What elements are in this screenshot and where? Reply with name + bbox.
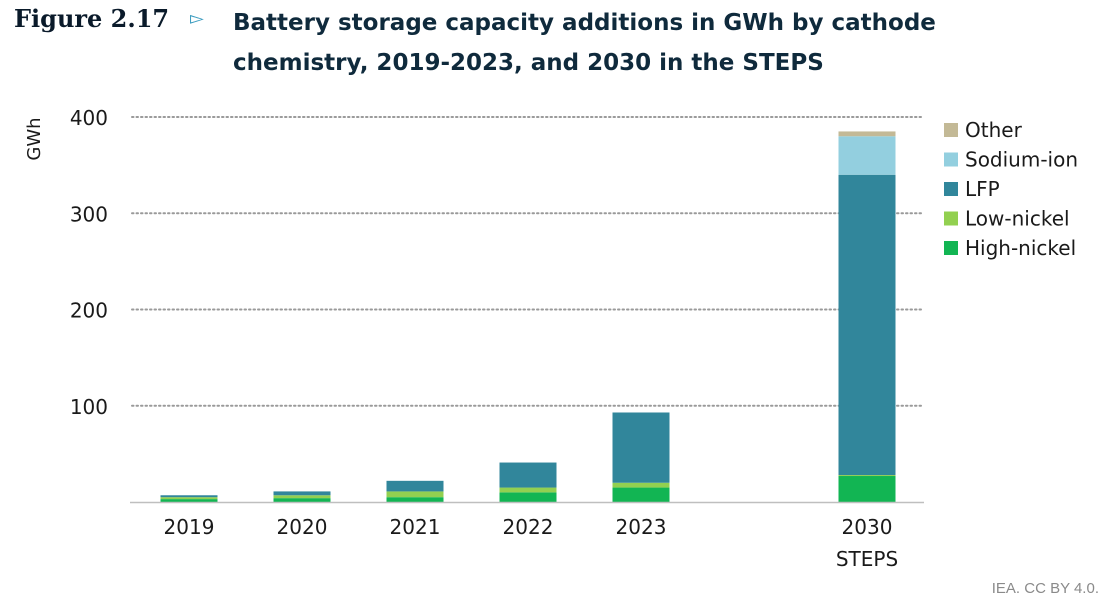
legend-label-other: Other <box>965 118 1023 142</box>
x-tick-label-2021: 2021 <box>390 515 441 539</box>
bar-lfp-2020 <box>273 491 331 496</box>
bar-high-nickel-2019 <box>160 499 218 502</box>
legend-label-lfp: LFP <box>965 177 1000 201</box>
y-tick-label-300: 300 <box>70 202 108 226</box>
y-tick-label-100: 100 <box>70 395 108 419</box>
figure-title: Battery storage capacity additions in GW… <box>233 10 936 76</box>
bar-lfp-2030-steps <box>838 174 896 476</box>
legend-label-low-nickel: Low-nickel <box>965 207 1070 231</box>
x-tick-label-2020: 2020 <box>277 515 328 539</box>
legend-label-sodium-ion: Sodium-ion <box>965 148 1078 172</box>
bar-sodium-ion-2030-steps <box>838 136 896 175</box>
bar-lfp-2022 <box>499 462 557 488</box>
bar-other-2030-steps <box>838 131 896 137</box>
bar-high-nickel-2030-steps <box>838 476 896 502</box>
x-tick-label-2023: 2023 <box>616 515 667 539</box>
legend-swatch-sodium-ion <box>944 152 958 167</box>
y-tick-label-200: 200 <box>70 299 108 323</box>
bar-low-nickel-2022 <box>499 487 557 493</box>
bar-low-nickel-2020 <box>273 495 331 499</box>
bar-high-nickel-2022 <box>499 492 557 502</box>
bar-high-nickel-2021 <box>386 497 444 502</box>
bar-low-nickel-2019 <box>160 497 218 500</box>
x-tick-label-2022: 2022 <box>503 515 554 539</box>
figure-label: Figure 2.17 <box>14 4 170 33</box>
legend-swatch-high-nickel <box>944 241 958 255</box>
x-tick-label-2019: 2019 <box>164 515 215 539</box>
bar-lfp-2019 <box>160 495 218 498</box>
bar-high-nickel-2023 <box>612 487 670 502</box>
legend-swatch-lfp <box>944 182 958 196</box>
bar-low-nickel-2023 <box>612 482 670 488</box>
x-tick-label-2030-steps-line1: 2030 <box>842 515 893 539</box>
bar-lfp-2021 <box>386 480 444 492</box>
source-note: IEA. CC BY 4.0. <box>991 580 1099 597</box>
y-tick-label-400: 400 <box>70 106 108 130</box>
bar-low-nickel-2030-steps <box>838 475 896 477</box>
legend-swatch-low-nickel <box>944 211 958 226</box>
bar-high-nickel-2020 <box>273 498 331 502</box>
bar-low-nickel-2021 <box>386 491 444 498</box>
legend-swatch-other <box>944 123 958 137</box>
figure-header: Figure 2.17 ▻ Battery storage capacity a… <box>14 0 1094 80</box>
x-tick-label-2030-steps-line2: STEPS <box>836 547 898 571</box>
bar-lfp-2023 <box>612 412 670 483</box>
figure-marker-icon: ▻ <box>190 8 204 28</box>
y-axis-label: GWh <box>24 117 45 160</box>
legend-label-high-nickel: High-nickel <box>965 236 1076 260</box>
